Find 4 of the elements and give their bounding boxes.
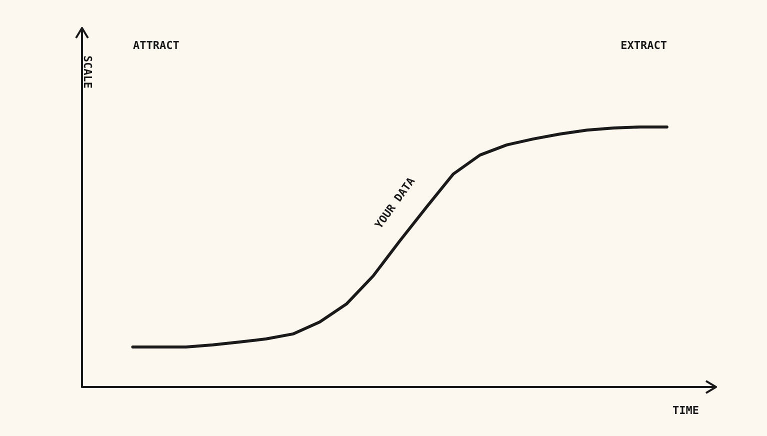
y-axis-title: SCALE xyxy=(81,55,94,89)
text: ATTRACT xyxy=(133,39,180,52)
x-axis-title: TIME xyxy=(672,404,700,417)
text: EXTRACT xyxy=(620,39,668,52)
